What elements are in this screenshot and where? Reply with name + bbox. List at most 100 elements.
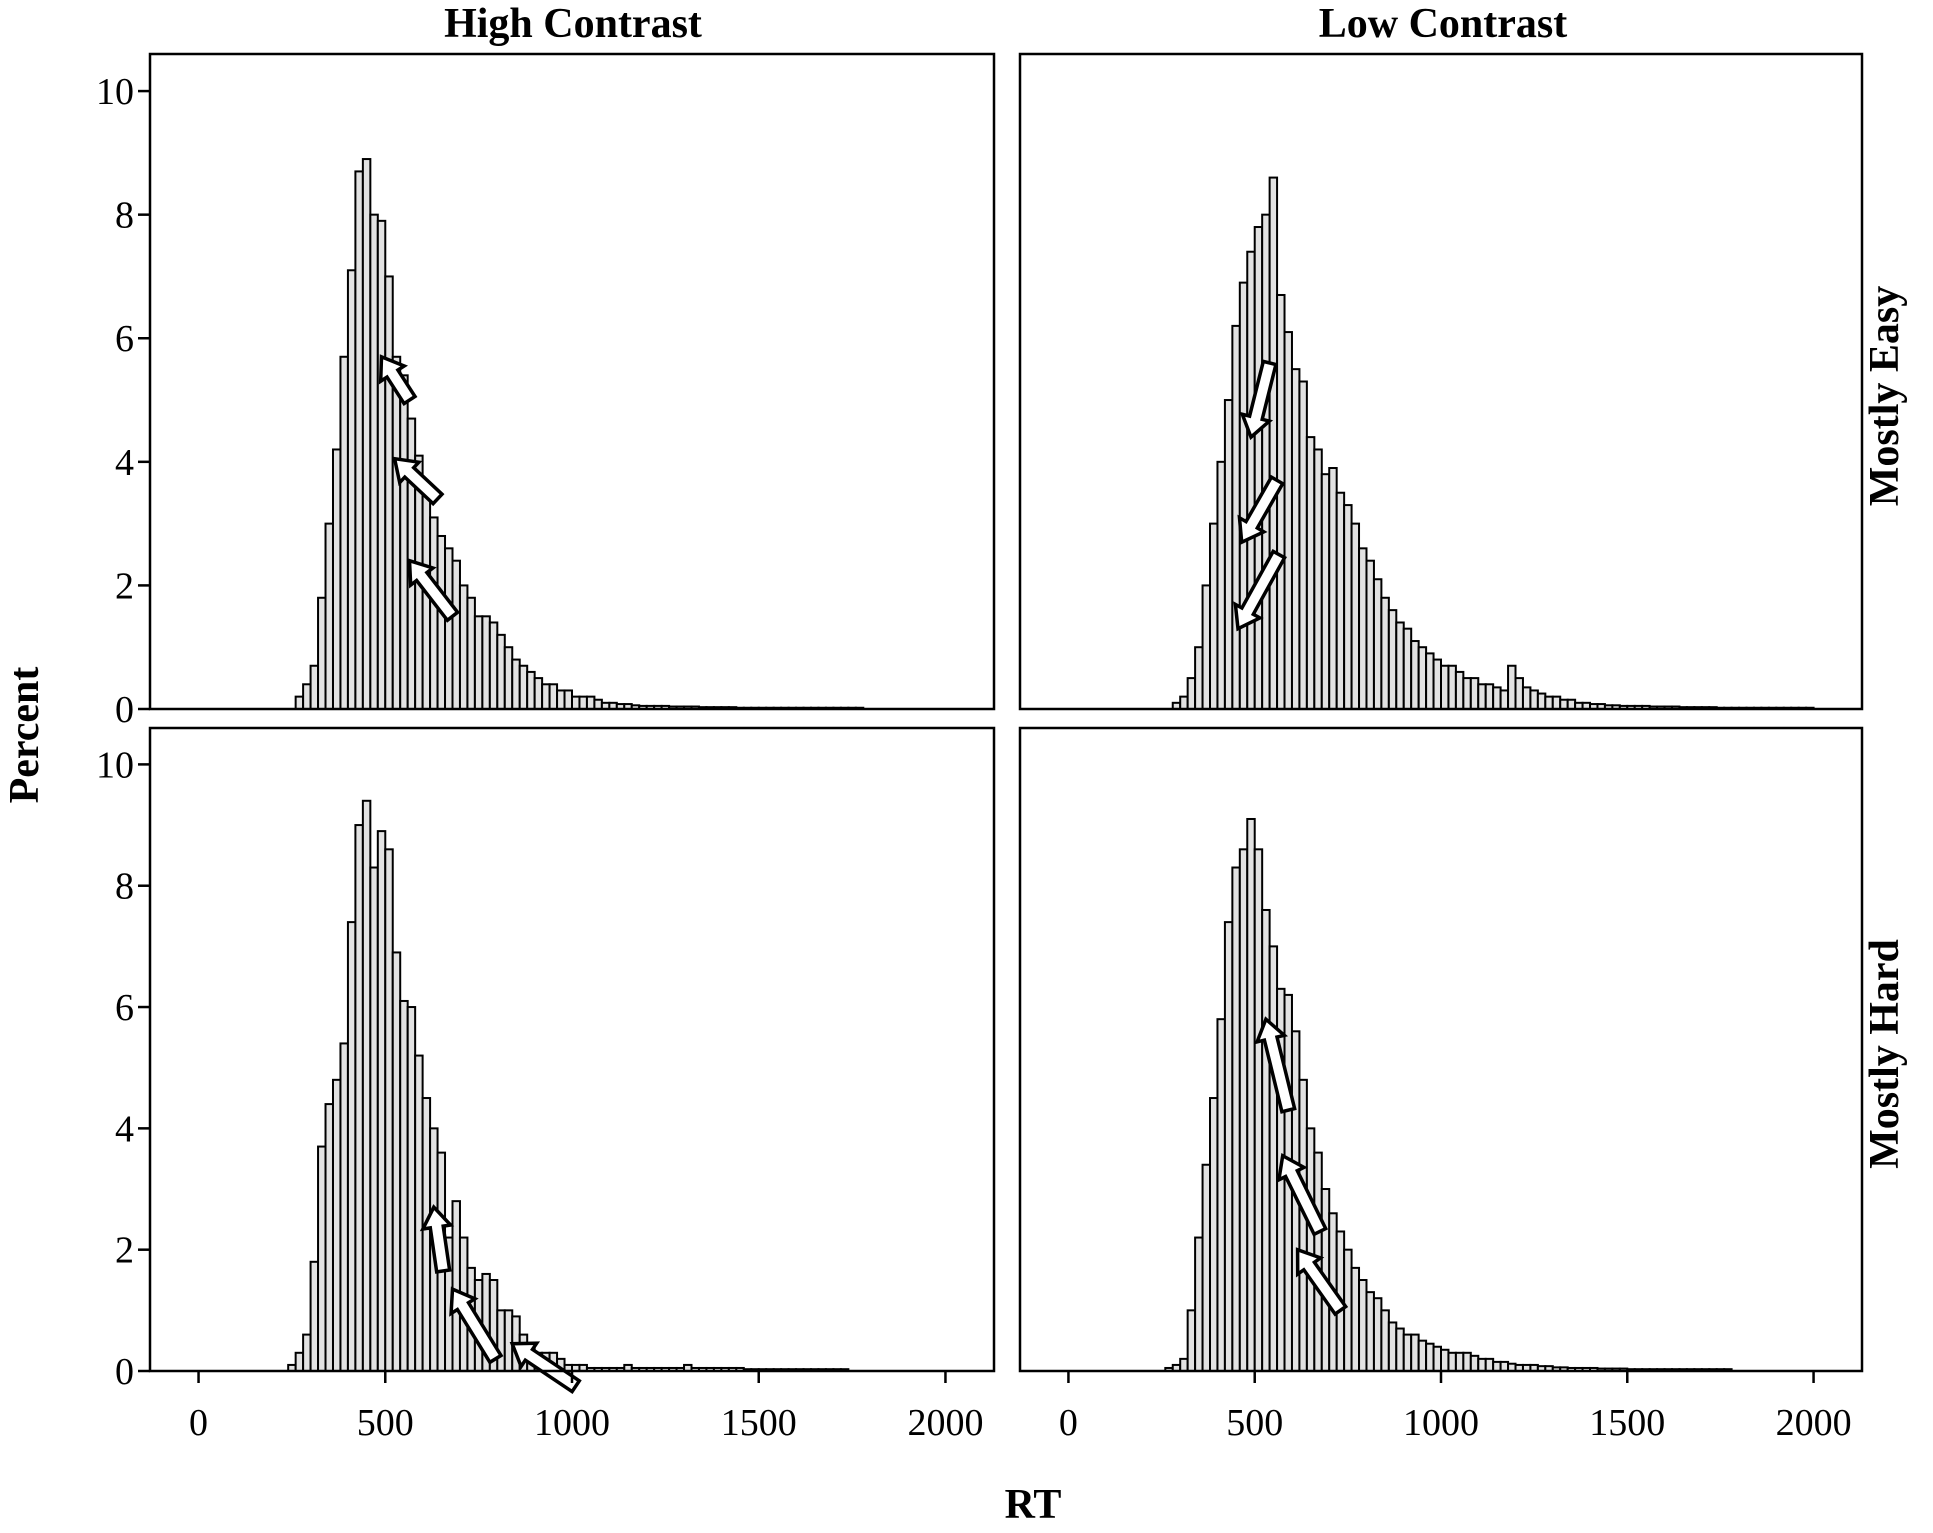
histogram-bar xyxy=(436,534,447,710)
histogram-bar xyxy=(1380,596,1390,711)
histogram-bar xyxy=(1417,646,1428,711)
row-title-mostly-hard: Mostly Hard xyxy=(1862,939,1908,1169)
histogram-bar xyxy=(309,1260,320,1373)
histogram-bar xyxy=(1507,664,1517,710)
histogram-bar xyxy=(1477,1357,1487,1372)
histogram-bar xyxy=(1432,1345,1443,1372)
histogram-bar xyxy=(294,1351,305,1373)
histogram-bar xyxy=(1529,689,1539,711)
histogram-bar xyxy=(1194,1236,1204,1373)
histogram-bar xyxy=(346,921,357,1372)
histogram-bar xyxy=(1447,1351,1457,1373)
annotation-arrow xyxy=(407,558,461,623)
histogram-bar xyxy=(1238,281,1249,710)
histogram-bar xyxy=(1440,1348,1450,1373)
histogram-bar xyxy=(302,1333,312,1372)
histogram-bar xyxy=(1372,578,1383,710)
histogram-bar xyxy=(429,516,439,710)
histogram-bar xyxy=(1454,670,1465,710)
histogram-bar xyxy=(1566,698,1577,710)
annotation-arrow xyxy=(509,1341,582,1395)
panel-frame xyxy=(148,52,996,711)
histogram-bar xyxy=(1261,213,1271,710)
histogram-bar xyxy=(384,848,394,1372)
histogram-bar xyxy=(421,1097,432,1373)
y-axis-title: Percent xyxy=(2,667,48,804)
histogram-bar xyxy=(346,269,357,710)
y-tick-label: 4 xyxy=(115,442,134,484)
histogram-bar xyxy=(1238,848,1249,1372)
histogram-bar xyxy=(458,584,469,710)
y-tick-label: 0 xyxy=(115,689,134,731)
y-tick-label: 6 xyxy=(115,987,134,1029)
histogram-bar xyxy=(1231,866,1241,1373)
histogram-bar xyxy=(1298,1078,1308,1372)
histogram-bar xyxy=(1559,698,1569,710)
histogram-bar xyxy=(1484,1357,1495,1372)
histogram-bar xyxy=(1544,695,1554,711)
histogram-bar xyxy=(451,1200,461,1373)
histogram-bar xyxy=(563,689,574,711)
histogram-bar xyxy=(1365,1291,1375,1373)
histogram-bar xyxy=(1186,1309,1197,1372)
histogram-bar xyxy=(1305,1127,1316,1372)
histogram-bar xyxy=(578,695,588,711)
panel-mostly-easy-low-contrast xyxy=(1018,52,1864,711)
histogram-bar xyxy=(1447,664,1457,710)
histogram-bar xyxy=(1320,473,1331,710)
histogram-bar xyxy=(1492,1360,1502,1373)
histogram-bar xyxy=(1261,908,1271,1372)
histogram-bar xyxy=(1521,686,1532,710)
panel-frame xyxy=(1018,52,1864,711)
histogram-bar xyxy=(526,670,536,710)
histogram-bar xyxy=(1551,695,1562,711)
annotation-arrow xyxy=(1254,1016,1297,1114)
panels-layer: 0 2 4 6 8 10 0 2 4 6 8 10 0 500 1000 1500 2000 0 500 1000 15… xyxy=(96,52,1864,1444)
histogram-bar xyxy=(1268,945,1279,1372)
y-tick-label: 10 xyxy=(96,71,134,113)
x-tick-label: 0 xyxy=(1059,1402,1078,1444)
histogram-bar xyxy=(1276,293,1286,710)
x-tick-label: 2000 xyxy=(1776,1402,1852,1444)
histogram-bar xyxy=(473,615,484,710)
histogram-bar xyxy=(391,355,402,710)
histogram-bar xyxy=(376,219,387,710)
histogram-bar xyxy=(1305,436,1316,710)
y-tick-label: 4 xyxy=(115,1108,134,1150)
histogram-bar xyxy=(466,596,476,711)
histogram-bar xyxy=(556,689,566,711)
histogram-bar xyxy=(518,664,529,710)
histogram-bar xyxy=(496,633,506,710)
panel-mostly-hard-high-contrast: 0 2 4 6 8 10 0 500 1000 1500 2000 xyxy=(96,726,996,1444)
histogram-bar xyxy=(309,664,320,710)
histogram-bar xyxy=(1253,848,1264,1372)
histogram-bar xyxy=(1484,683,1495,711)
histogram-bar xyxy=(324,522,334,710)
histogram-bar xyxy=(1469,1354,1480,1372)
row-title-mostly-easy: Mostly Easy xyxy=(1862,286,1908,507)
histogram-bar xyxy=(331,1078,342,1372)
histogram-bar xyxy=(384,275,394,710)
histogram-bar xyxy=(1358,547,1368,711)
histogram-bar xyxy=(1335,491,1346,711)
histogram-bar xyxy=(1425,1342,1435,1372)
histogram-bar xyxy=(369,213,379,710)
histogram-bar xyxy=(1246,250,1256,711)
x-axis-title: RT xyxy=(1005,1482,1062,1528)
x-tick-label: 1000 xyxy=(534,1402,610,1444)
annotation-arrow xyxy=(1233,549,1287,632)
histogram-bar xyxy=(1492,686,1502,710)
histogram-bar xyxy=(1209,1097,1219,1373)
histogram-bar xyxy=(1425,652,1435,711)
histogram-bar xyxy=(294,695,305,711)
annotation-arrow xyxy=(378,354,418,407)
panel-mostly-easy-high-contrast: 0 2 4 6 8 10 xyxy=(96,52,996,731)
histogram-bar xyxy=(1514,677,1524,710)
annotation-arrow xyxy=(1295,1247,1349,1317)
histogram-bar xyxy=(1440,664,1450,710)
histogram-bar xyxy=(1402,1333,1413,1372)
histogram-bar xyxy=(593,698,603,710)
histogram-bar xyxy=(481,615,491,710)
histogram-bar xyxy=(1536,692,1547,710)
